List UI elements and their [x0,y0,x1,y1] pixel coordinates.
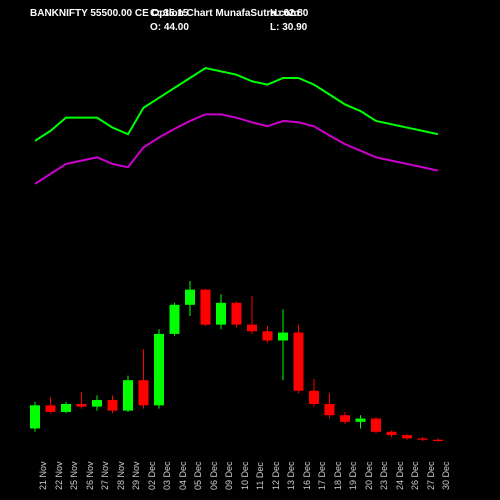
x-tick-label: 21 Nov [38,461,48,490]
high-value: H: 62.80 [270,8,308,19]
x-tick-label: 10 Dec [240,461,250,490]
x-tick-label: 05 Dec [193,461,203,490]
x-tick-label: 06 Dec [209,461,219,490]
low-value: L: 30.90 [270,22,307,33]
x-axis: 21 Nov 22 Nov 25 Nov 26 Nov 27 Nov 28 Nov 29 N… [25,445,475,495]
x-tick-label: 26 Dec [410,461,420,490]
x-tick-label: 29 Nov [131,461,141,490]
x-tick-label: 02 Dec [147,461,157,490]
x-tick-label: 11 Dec [255,462,265,490]
x-tick-label: 22 Nov [54,461,64,490]
x-tick-label: 19 Dec [348,461,358,490]
open-value: O: 44.00 [150,22,189,33]
x-tick-label: 12 Dec [271,461,281,490]
chart-svg [25,35,475,445]
x-tick-label: 09 Dec [224,461,234,490]
x-tick-label: 17 Dec [317,461,327,490]
x-tick-label: 28 Nov [116,461,126,490]
x-tick-label: 26 Nov [85,461,95,490]
x-tick-label: 24 Dec [395,461,405,490]
x-tick-label: 27 Nov [100,461,110,490]
x-tick-label: 25 Nov [69,461,79,490]
x-tick-label: 23 Dec [379,461,389,490]
x-tick-label: 20 Dec [364,461,374,490]
x-tick-label: 03 Dec [162,461,172,490]
close-value: C: 35.15 [150,8,188,19]
chart-area [25,35,475,445]
x-tick-label: 30 Dec [441,461,451,490]
x-tick-label: 18 Dec [333,461,343,490]
x-tick-label: 16 Dec [302,461,312,490]
x-tick-label: 13 Dec [286,461,296,490]
x-tick-label: 04 Dec [178,461,188,490]
x-tick-label: 27 Dec [426,461,436,490]
